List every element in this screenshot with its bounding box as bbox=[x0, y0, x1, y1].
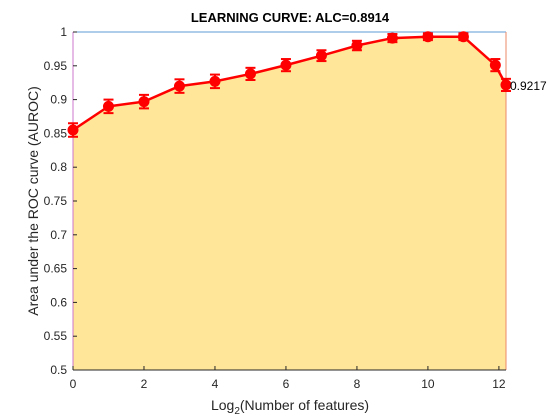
y-tick-label: 0.7 bbox=[50, 228, 67, 242]
data-point bbox=[138, 96, 150, 108]
chart-title: LEARNING CURVE: ALC=0.8914 bbox=[191, 10, 390, 25]
x-tick-label: 10 bbox=[421, 377, 435, 391]
y-tick-label: 0.65 bbox=[44, 262, 68, 276]
data-point bbox=[173, 80, 185, 92]
data-point bbox=[67, 124, 79, 136]
data-point bbox=[500, 79, 512, 91]
y-tick-label: 0.55 bbox=[44, 329, 68, 343]
data-point bbox=[244, 68, 256, 80]
y-tick-label: 0.9 bbox=[50, 93, 67, 107]
end-value-label: 0.9217 bbox=[510, 79, 547, 93]
y-tick-label: 0.8 bbox=[50, 160, 67, 174]
x-axis-label: Log2(Number of features) bbox=[211, 397, 369, 417]
data-point bbox=[457, 31, 469, 43]
y-tick-label: 0.75 bbox=[44, 194, 68, 208]
series-line bbox=[72, 35, 508, 132]
y-tick-label: 0.6 bbox=[50, 295, 67, 309]
y-axis-label: Area under the ROC curve (AUROC) bbox=[25, 86, 41, 316]
data-point bbox=[489, 59, 501, 71]
data-point bbox=[422, 31, 434, 43]
y-tick-label: 1 bbox=[60, 25, 67, 39]
y-tick-label: 0.95 bbox=[44, 59, 68, 73]
area-fill bbox=[73, 36, 506, 371]
y-tick-label: 0.85 bbox=[44, 126, 68, 140]
x-tick-label: 0 bbox=[70, 377, 77, 391]
x-tick-label: 4 bbox=[212, 377, 219, 391]
data-point bbox=[351, 40, 363, 52]
x-axis-label-subscript: 2 bbox=[234, 406, 240, 417]
x-tick-label: 8 bbox=[354, 377, 361, 391]
x-tick-label: 12 bbox=[492, 377, 506, 391]
x-axis-label-suffix: (Number of features) bbox=[240, 397, 369, 413]
x-axis-label-prefix: Log bbox=[211, 397, 234, 413]
data-point bbox=[315, 50, 327, 62]
y-tick-label: 0.5 bbox=[50, 363, 67, 377]
x-tick-label: 2 bbox=[141, 377, 148, 391]
data-point bbox=[386, 32, 398, 44]
x-tick-label: 6 bbox=[283, 377, 290, 391]
plot-area: 0 2 4 6 8 10 12 0.5 0.55 0.6 0.65 0.7 0.75 0.8 0.85 0.9… bbox=[44, 25, 512, 391]
data-point bbox=[280, 59, 292, 71]
data-point bbox=[102, 100, 114, 112]
data-point bbox=[209, 75, 221, 87]
